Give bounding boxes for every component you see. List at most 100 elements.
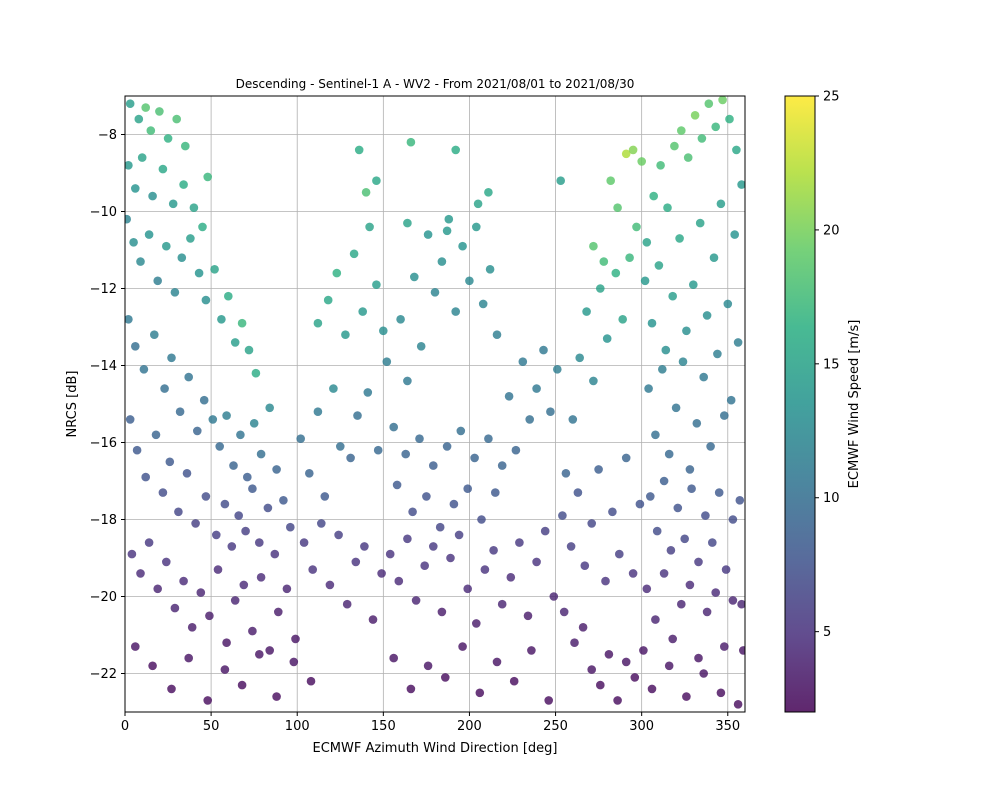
- x-tick-label: 0: [121, 719, 129, 734]
- data-point: [184, 372, 193, 382]
- data-point: [446, 553, 455, 563]
- data-point: [739, 646, 745, 655]
- data-point: [664, 661, 674, 671]
- data-point: [677, 599, 686, 609]
- data-point: [167, 353, 176, 363]
- data-point: [372, 176, 381, 185]
- data-point: [720, 411, 729, 420]
- data-point: [265, 403, 275, 413]
- data-point: [224, 291, 233, 301]
- data-point: [137, 153, 147, 162]
- data-point: [642, 238, 652, 247]
- data-point: [241, 526, 250, 536]
- data-point: [151, 430, 161, 440]
- data-point: [415, 434, 424, 444]
- data-point: [291, 634, 300, 644]
- data-point: [497, 599, 507, 609]
- data-point: [146, 126, 156, 135]
- data-point: [663, 203, 672, 212]
- data-point: [456, 426, 466, 436]
- data-point: [279, 496, 288, 505]
- data-point: [713, 349, 722, 359]
- data-point: [199, 395, 209, 405]
- data-point: [401, 449, 411, 459]
- data-point: [234, 511, 243, 520]
- plot-area: [124, 95, 746, 713]
- x-tick-label: 200: [457, 719, 482, 734]
- data-point: [687, 484, 696, 494]
- data-point: [689, 280, 698, 290]
- data-point: [379, 326, 388, 336]
- data-point: [411, 596, 421, 605]
- data-point: [601, 576, 610, 586]
- data-point: [718, 96, 727, 105]
- data-point: [174, 507, 183, 517]
- data-point: [353, 411, 362, 420]
- y-tick-label: −12: [90, 282, 117, 297]
- data-point: [465, 276, 474, 286]
- data-point: [728, 515, 738, 524]
- data-point: [153, 276, 162, 286]
- data-point: [492, 330, 502, 340]
- data-point: [354, 145, 364, 155]
- data-point: [193, 426, 202, 436]
- data-point: [515, 538, 524, 547]
- data-point: [566, 542, 576, 551]
- data-point: [472, 619, 481, 628]
- data-point: [243, 472, 252, 482]
- data-point: [675, 234, 684, 243]
- data-point: [478, 299, 488, 309]
- data-point: [484, 188, 493, 197]
- data-point: [647, 684, 657, 694]
- data-point: [286, 522, 295, 532]
- data-point: [540, 526, 550, 536]
- x-axis: 0 50 100 150 200 250 300 350: [121, 712, 740, 734]
- data-point: [570, 638, 579, 647]
- data-point: [406, 684, 416, 694]
- data-point: [737, 180, 745, 189]
- data-point: [735, 496, 745, 505]
- data-point: [714, 488, 724, 497]
- data-point: [131, 184, 140, 193]
- data-point: [205, 611, 214, 621]
- data-point: [532, 557, 541, 567]
- data-point: [239, 580, 249, 590]
- data-point: [131, 642, 140, 651]
- data-point: [732, 145, 741, 155]
- data-point: [227, 542, 237, 551]
- data-point: [182, 469, 192, 478]
- data-point: [435, 522, 445, 532]
- data-point: [305, 469, 314, 478]
- data-point: [272, 692, 281, 701]
- data-point: [181, 141, 190, 151]
- data-point: [167, 684, 176, 694]
- data-point: [423, 661, 433, 671]
- data-point: [132, 445, 142, 455]
- data-point: [153, 584, 162, 594]
- data-point: [220, 665, 230, 674]
- data-point: [244, 345, 254, 355]
- data-point: [668, 634, 677, 644]
- y-tick-label: −16: [90, 436, 117, 451]
- data-point: [198, 222, 207, 232]
- data-point: [556, 176, 565, 185]
- data-point: [177, 253, 187, 262]
- data-point: [587, 665, 596, 674]
- data-point: [162, 557, 171, 567]
- data-point: [385, 549, 395, 559]
- data-point: [578, 623, 588, 632]
- data-point: [187, 623, 197, 632]
- data-point: [628, 145, 638, 155]
- data-point: [163, 134, 173, 143]
- data-point: [656, 161, 665, 170]
- data-point: [229, 461, 238, 470]
- data-point: [639, 646, 648, 655]
- data-point: [608, 507, 617, 517]
- data-point: [685, 580, 695, 590]
- data-point: [346, 453, 355, 463]
- data-point: [134, 114, 144, 124]
- data-point: [659, 476, 669, 486]
- colorbar-tick-label: 10: [823, 491, 840, 506]
- data-point: [484, 434, 493, 444]
